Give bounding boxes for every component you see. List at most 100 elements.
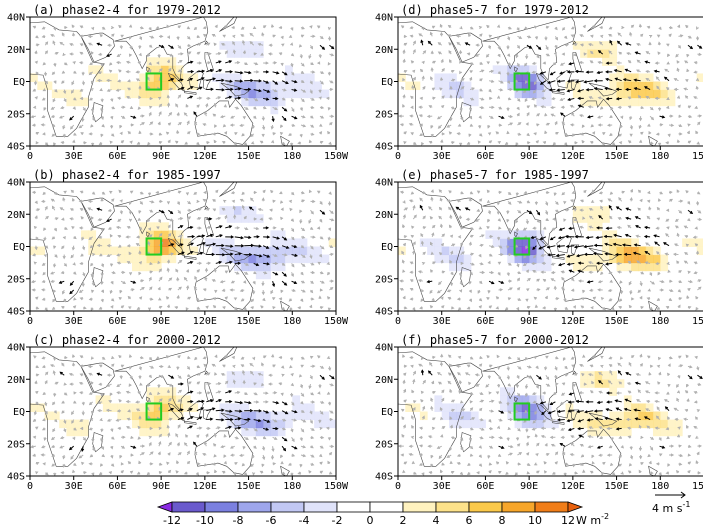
wind-arrowhead: [262, 189, 266, 193]
wind-arrowhead: [233, 142, 237, 146]
wind-arrowhead: [125, 235, 129, 239]
wind-arrowhead: [110, 25, 115, 30]
shade-cell: [277, 262, 286, 272]
wind-arrowhead: [55, 381, 59, 385]
wind-arrowhead: [186, 268, 190, 273]
wind-arrowhead: [61, 291, 65, 295]
wind-arrowhead: [409, 114, 413, 118]
shade-cell: [139, 89, 148, 99]
wind-arrowhead: [648, 41, 652, 46]
wind-arrowhead: [186, 120, 190, 124]
wind-arrowhead: [481, 69, 485, 73]
wind-arrowhead: [301, 191, 305, 195]
wind-arrowhead: [140, 26, 145, 30]
shade-cell: [292, 254, 301, 264]
wind-arrowhead: [125, 390, 130, 394]
wind-arrowhead: [311, 297, 315, 301]
wind-arrowhead: [73, 97, 77, 101]
wind-arrowhead: [678, 270, 683, 274]
lat-tick-label: 40S: [7, 142, 25, 153]
wind-arrowhead: [630, 24, 635, 28]
shade-cell: [263, 254, 271, 264]
wind-arrowhead: [180, 78, 184, 82]
wind-arrowhead: [41, 199, 45, 204]
wind-arrowhead: [189, 260, 194, 264]
shade-cell: [95, 238, 104, 247]
wind-arrowhead: [399, 287, 404, 291]
wind-arrowhead: [280, 124, 284, 129]
wind-arrowhead: [531, 97, 535, 101]
shade-cell: [609, 238, 618, 247]
wind-vector: [234, 236, 243, 239]
wind-arrowhead: [70, 126, 74, 130]
wind-arrowhead: [485, 54, 490, 58]
wind-arrowhead: [199, 251, 204, 255]
wind-arrowhead: [170, 375, 175, 379]
wind-arrowhead: [275, 246, 280, 250]
wind-arrowhead: [229, 70, 234, 74]
wind-arrowhead: [587, 261, 592, 265]
wind-arrowhead: [664, 68, 668, 72]
wind-arrowhead: [460, 226, 465, 230]
shade-cell: [88, 65, 97, 74]
wind-arrowhead: [515, 54, 519, 59]
wind-arrowhead: [597, 123, 602, 127]
wind-arrowhead: [99, 463, 104, 467]
wind-arrowhead: [80, 132, 84, 136]
wind-arrowhead: [212, 199, 216, 203]
wind-arrowhead: [669, 190, 673, 194]
wind-arrowhead: [458, 273, 463, 277]
wind-arrowhead: [176, 111, 180, 116]
shade-cell: [587, 254, 596, 264]
wind-arrowhead: [218, 60, 222, 64]
shade-cell: [234, 81, 242, 91]
wind-arrowhead: [183, 471, 188, 475]
wind-arrowhead: [316, 25, 321, 29]
wind-arrowhead: [399, 279, 403, 283]
wind-arrowhead: [637, 189, 642, 193]
shade-cell: [631, 81, 639, 91]
wind-arrowhead: [330, 287, 334, 291]
wind-arrowhead: [451, 140, 455, 145]
wind-arrowhead: [561, 287, 565, 291]
wind-arrowhead: [274, 253, 278, 258]
wind-arrowhead: [281, 307, 286, 311]
wind-arrowhead: [53, 289, 56, 294]
coastline: [92, 102, 104, 123]
coastline: [188, 399, 204, 419]
wind-arrowhead: [319, 201, 323, 205]
wind-arrowhead: [183, 442, 188, 446]
shade-cell: [277, 89, 286, 99]
wind-arrowhead: [410, 234, 414, 238]
wind-arrowhead: [534, 304, 539, 308]
wind-arrowhead: [507, 37, 511, 41]
wind-arrowhead: [489, 96, 493, 101]
wind-arrowhead: [612, 142, 616, 146]
wind-arrowhead: [110, 281, 114, 285]
wind-arrowhead: [119, 290, 123, 294]
wind-arrowhead: [175, 433, 179, 437]
wind-arrowhead: [518, 200, 523, 204]
wind-arrowhead: [267, 52, 272, 56]
wind-arrowhead: [97, 217, 102, 222]
wind-arrowhead: [261, 463, 265, 468]
shade-cell: [500, 238, 508, 247]
wind-arrowhead: [451, 106, 456, 110]
wind-vector: [556, 254, 565, 257]
wind-arrowhead: [330, 218, 335, 222]
wind-arrowhead: [166, 201, 171, 205]
wind-arrowhead: [643, 234, 648, 239]
wind-arrowhead: [568, 269, 572, 273]
wind-arrowhead: [618, 141, 623, 145]
wind-arrowhead: [168, 441, 172, 446]
wind-arrowhead: [64, 25, 68, 30]
wind-arrowhead: [41, 279, 46, 283]
wind-arrowhead: [678, 210, 683, 214]
wind-arrowhead: [198, 207, 203, 211]
wind-arrowhead: [285, 245, 290, 249]
wind-arrowhead: [565, 208, 570, 212]
wind-arrowhead: [459, 26, 463, 30]
wind-arrowhead: [400, 25, 405, 29]
wind-arrowhead: [245, 227, 249, 231]
wind-arrowhead: [554, 120, 558, 125]
